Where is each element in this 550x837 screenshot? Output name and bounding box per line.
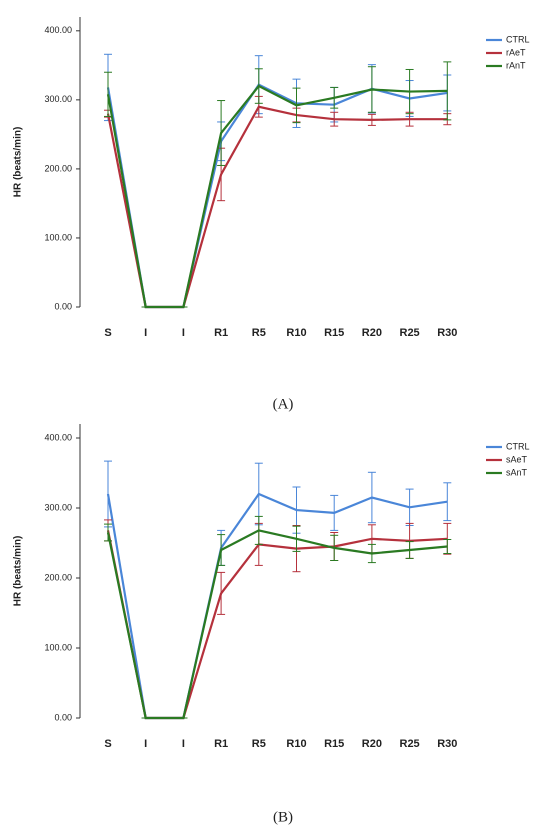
x-tick-label: R20 bbox=[362, 738, 382, 750]
series-line bbox=[106, 529, 448, 720]
series-line bbox=[106, 83, 448, 309]
x-tick-label: R15 bbox=[324, 738, 344, 750]
y-tick-label: 400.00 bbox=[44, 432, 72, 442]
x-tick-label: R25 bbox=[400, 738, 420, 750]
x-tick-label: R30 bbox=[437, 738, 457, 750]
x-tick-label: R25 bbox=[400, 327, 420, 339]
y-axis-label: HR (beats/min) bbox=[13, 536, 24, 607]
legend-label: sAnT bbox=[506, 467, 528, 477]
x-tick-label: R10 bbox=[286, 327, 306, 339]
legend-label: rAnT bbox=[506, 60, 526, 70]
series-line bbox=[106, 105, 448, 309]
y-axis-label: HR (beats/min) bbox=[13, 127, 24, 198]
x-tick-label: R1 bbox=[214, 738, 228, 750]
caption: (B) bbox=[273, 809, 293, 825]
y-tick-label: 0.00 bbox=[54, 712, 72, 722]
y-tick-label: 300.00 bbox=[44, 502, 72, 512]
caption: (A) bbox=[273, 396, 294, 412]
x-tick-label: R10 bbox=[286, 738, 306, 750]
y-tick-label: 100.00 bbox=[44, 642, 72, 652]
legend-label: CTRL bbox=[506, 34, 530, 44]
x-tick-label: R30 bbox=[437, 327, 457, 339]
legend-label: sAeT bbox=[506, 454, 528, 464]
y-tick-label: 400.00 bbox=[44, 25, 72, 35]
series-line bbox=[106, 84, 448, 309]
x-tick-label: R20 bbox=[362, 327, 382, 339]
x-tick-label: R5 bbox=[252, 327, 266, 339]
y-tick-label: 200.00 bbox=[44, 572, 72, 582]
x-tick-label: R15 bbox=[324, 327, 344, 339]
x-tick-label: I bbox=[144, 327, 147, 339]
y-tick-label: 300.00 bbox=[44, 94, 72, 104]
legend-label: CTRL bbox=[506, 441, 530, 451]
series-line bbox=[106, 530, 448, 720]
x-tick-label: I bbox=[182, 327, 185, 339]
x-tick-label: S bbox=[104, 738, 111, 750]
x-tick-label: R1 bbox=[214, 327, 228, 339]
y-tick-label: 0.00 bbox=[54, 301, 72, 311]
series-line bbox=[106, 492, 448, 720]
y-tick-label: 200.00 bbox=[44, 163, 72, 173]
x-tick-label: R5 bbox=[252, 738, 266, 750]
y-tick-label: 100.00 bbox=[44, 232, 72, 242]
legend-label: rAeT bbox=[506, 47, 526, 57]
x-tick-label: S bbox=[104, 327, 111, 339]
x-tick-label: I bbox=[144, 738, 147, 750]
x-tick-label: I bbox=[182, 738, 185, 750]
